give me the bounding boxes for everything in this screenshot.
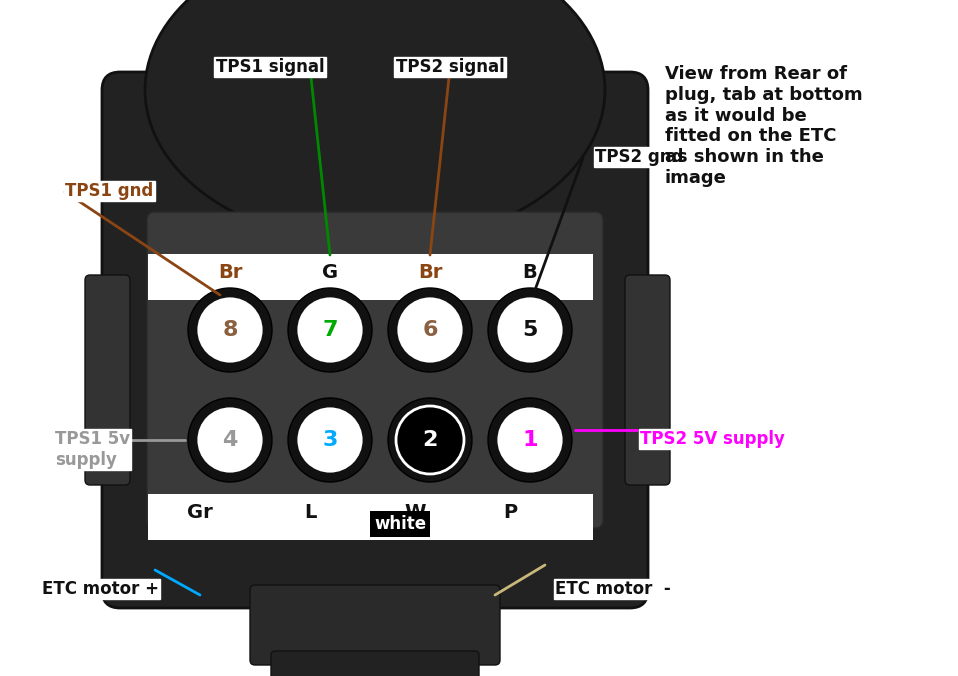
Ellipse shape: [188, 288, 272, 372]
Text: 7: 7: [322, 320, 338, 340]
FancyBboxPatch shape: [271, 651, 479, 676]
Text: TPS2 5V supply: TPS2 5V supply: [640, 430, 785, 448]
Text: P: P: [503, 502, 517, 521]
FancyBboxPatch shape: [102, 72, 648, 608]
Bar: [148, 494, 593, 540]
Ellipse shape: [145, 0, 605, 245]
Ellipse shape: [496, 296, 564, 364]
Text: TPS1 gnd: TPS1 gnd: [65, 182, 153, 200]
FancyBboxPatch shape: [85, 275, 130, 485]
Ellipse shape: [288, 288, 372, 372]
Text: 2: 2: [422, 430, 438, 450]
Ellipse shape: [388, 398, 472, 482]
FancyBboxPatch shape: [625, 275, 670, 485]
Text: white: white: [374, 515, 426, 533]
Text: B: B: [523, 262, 537, 281]
Ellipse shape: [296, 296, 364, 364]
Text: TPS1 signal: TPS1 signal: [216, 58, 325, 76]
Ellipse shape: [396, 406, 464, 474]
Ellipse shape: [196, 296, 264, 364]
Text: L: L: [304, 502, 316, 521]
Text: TPS2 gnd: TPS2 gnd: [595, 148, 683, 166]
Text: View from Rear of
plug, tab at bottom
as it would be
fitted on the ETC
as shown : View from Rear of plug, tab at bottom as…: [665, 65, 862, 187]
Ellipse shape: [296, 406, 364, 474]
Text: 1: 1: [522, 430, 537, 450]
Bar: [148, 254, 593, 300]
Text: G: G: [322, 262, 338, 281]
Text: Br: Br: [217, 262, 242, 281]
Ellipse shape: [188, 398, 272, 482]
Text: ETC motor  -: ETC motor -: [555, 580, 671, 598]
Text: TPS2 signal: TPS2 signal: [396, 58, 504, 76]
Ellipse shape: [196, 406, 264, 474]
Ellipse shape: [396, 296, 464, 364]
Text: Gr: Gr: [187, 502, 213, 521]
Text: Br: Br: [418, 262, 443, 281]
Ellipse shape: [488, 288, 572, 372]
Ellipse shape: [496, 406, 564, 474]
Text: 8: 8: [222, 320, 238, 340]
Text: TPS1 5v
supply: TPS1 5v supply: [55, 430, 130, 468]
Text: 4: 4: [222, 430, 238, 450]
Text: ETC motor +: ETC motor +: [42, 580, 159, 598]
Text: 6: 6: [422, 320, 438, 340]
FancyBboxPatch shape: [147, 212, 603, 528]
Ellipse shape: [388, 288, 472, 372]
Text: 3: 3: [322, 430, 337, 450]
Text: W: W: [404, 502, 425, 521]
FancyBboxPatch shape: [250, 585, 500, 665]
Ellipse shape: [288, 398, 372, 482]
Text: 5: 5: [522, 320, 537, 340]
Ellipse shape: [488, 398, 572, 482]
